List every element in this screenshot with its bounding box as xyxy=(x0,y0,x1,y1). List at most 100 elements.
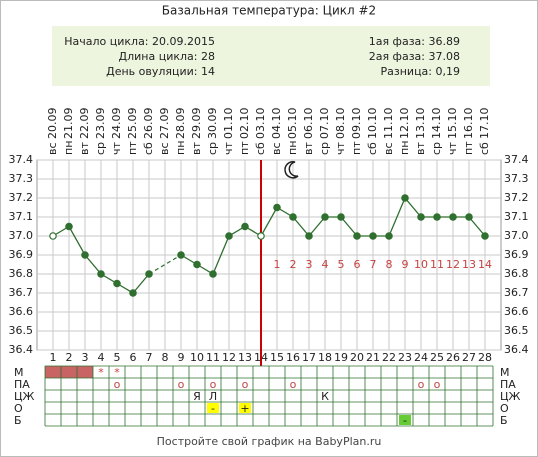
data-point xyxy=(433,213,441,221)
date-label: 20.09 xyxy=(46,108,59,140)
phase-day: 5 xyxy=(338,258,345,271)
cell-text: o xyxy=(418,378,425,391)
weekday-label: чт xyxy=(110,142,123,155)
date-label: 07.10 xyxy=(318,108,331,140)
row-label: Б xyxy=(14,414,22,427)
cell-text: К xyxy=(321,390,329,403)
date-label: 06.10 xyxy=(302,108,315,140)
cell-fill xyxy=(399,415,411,425)
y-tick-label: 36.9 xyxy=(504,248,529,261)
cell-text: o xyxy=(114,378,121,391)
date-label: 14.10 xyxy=(430,108,443,140)
date-label: 11.10 xyxy=(382,108,395,140)
cell-text: Л xyxy=(209,390,217,403)
cell-fill xyxy=(45,366,61,378)
y-tick-label: 36.4 xyxy=(504,343,529,356)
x-tick-label: 10 xyxy=(190,351,204,364)
x-tick-label: 18 xyxy=(318,351,332,364)
date-label: 05.10 xyxy=(286,108,299,140)
info-box xyxy=(52,26,490,86)
date-label: 04.10 xyxy=(270,108,283,140)
x-tick-label: 12 xyxy=(222,351,236,364)
x-tick-label: 16 xyxy=(286,351,300,364)
y-tick-label: 37.4 xyxy=(504,153,529,166)
phase-day: 14 xyxy=(478,258,492,271)
y-tick-label: 37.3 xyxy=(9,172,34,185)
footer: Постройте свой график на BabyPlan.ru xyxy=(157,435,382,448)
info-text: День овуляции: 14 xyxy=(106,65,215,78)
date-label: 26.09 xyxy=(142,108,155,140)
weekday-label: пн xyxy=(62,141,75,155)
y-tick-label: 37.3 xyxy=(504,172,529,185)
x-tick-label: 4 xyxy=(98,351,105,364)
x-tick-label: 27 xyxy=(462,351,476,364)
data-point xyxy=(257,232,265,240)
y-tick-label: 37.2 xyxy=(504,191,529,204)
x-tick-label: 26 xyxy=(446,351,460,364)
weekday-label: пт xyxy=(238,141,251,155)
data-point xyxy=(417,213,425,221)
data-point xyxy=(241,222,249,231)
cell-text: - xyxy=(211,402,215,415)
data-point xyxy=(353,232,361,240)
date-label: 08.10 xyxy=(334,108,347,140)
weekday-label: пт xyxy=(126,141,139,155)
x-tick-label: 8 xyxy=(162,351,169,364)
phase-day: 2 xyxy=(290,258,297,271)
weekday-label: вс xyxy=(382,142,395,155)
data-point xyxy=(401,194,409,202)
weekday-label: пн xyxy=(398,141,411,155)
x-tick-label: 19 xyxy=(334,351,348,364)
weekday-label: чт xyxy=(446,142,459,155)
data-point xyxy=(49,232,57,240)
date-label: 30.09 xyxy=(206,108,219,140)
data-point xyxy=(209,270,217,278)
info-text: 2ая фаза: 37.08 xyxy=(369,50,460,63)
row-label: М xyxy=(14,366,24,379)
y-tick-label: 36.9 xyxy=(9,248,34,261)
date-label: 27.09 xyxy=(158,108,171,140)
y-tick-label: 37.0 xyxy=(9,229,34,242)
phase-day: 13 xyxy=(462,258,476,271)
info-text: 1ая фаза: 36.89 xyxy=(369,35,460,48)
phase-day: 10 xyxy=(414,258,428,271)
weekday-label: ср xyxy=(430,142,443,155)
x-tick-label: 1 xyxy=(50,351,57,364)
row-label: ЦЖ xyxy=(500,390,521,403)
cell-text: * xyxy=(114,366,120,379)
y-tick-label: 36.6 xyxy=(504,305,529,318)
y-tick-label: 37.2 xyxy=(9,191,34,204)
data-point xyxy=(177,251,185,259)
weekday-label: пт xyxy=(350,141,363,155)
phase-day: 4 xyxy=(322,258,329,271)
x-tick-label: 9 xyxy=(178,351,185,364)
x-tick-label: 23 xyxy=(398,351,412,364)
x-tick-label: 15 xyxy=(270,351,284,364)
x-tick-label: 5 xyxy=(114,351,121,364)
weekday-label: чт xyxy=(222,142,235,155)
x-tick-label: 20 xyxy=(350,351,364,364)
date-label: 01.10 xyxy=(222,108,235,140)
x-tick-label: 7 xyxy=(146,351,153,364)
cell-text: Я xyxy=(193,390,201,403)
cell-text: o xyxy=(242,378,249,391)
cell-text: o xyxy=(210,378,217,391)
date-label: 02.10 xyxy=(238,108,251,140)
phase-day: 6 xyxy=(354,258,361,271)
phase-day: 8 xyxy=(386,258,393,271)
y-tick-label: 37.0 xyxy=(504,229,529,242)
data-point xyxy=(65,222,73,231)
weekday-label: сб xyxy=(142,142,155,155)
x-tick-label: 17 xyxy=(302,351,316,364)
data-point xyxy=(465,213,473,221)
data-point xyxy=(321,213,329,221)
weekday-label: ср xyxy=(206,142,219,155)
y-tick-label: 36.4 xyxy=(9,343,34,356)
x-tick-label: 28 xyxy=(478,351,492,364)
data-point xyxy=(97,270,105,278)
x-tick-label: 22 xyxy=(382,351,396,364)
phase-day: 12 xyxy=(446,258,460,271)
phase-day: 3 xyxy=(306,258,313,271)
cell-fill xyxy=(207,403,219,413)
